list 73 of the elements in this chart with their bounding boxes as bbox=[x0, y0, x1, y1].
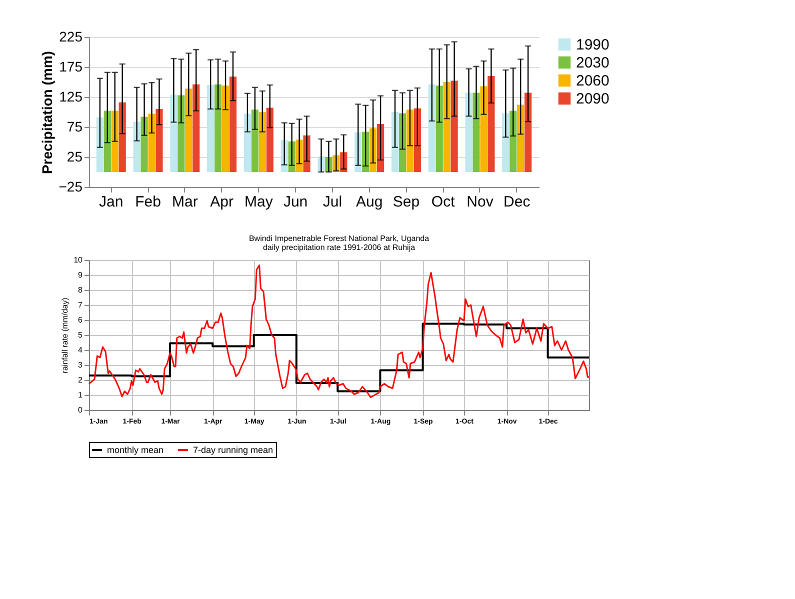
y-tick-label: 175 bbox=[59, 58, 83, 74]
chart-title: Bwindi Impenetrable Forest National Park, Uganda bbox=[248, 234, 430, 243]
bar bbox=[436, 86, 443, 172]
x-tick-label: Jul bbox=[322, 194, 342, 210]
y-tick-label: −25 bbox=[58, 178, 83, 194]
x-tick-label: Jun bbox=[283, 194, 308, 210]
y-tick-label: 9 bbox=[78, 270, 84, 280]
bar bbox=[406, 110, 414, 172]
bar bbox=[140, 116, 148, 172]
x-tick-label: Apr bbox=[210, 194, 234, 210]
y-tick-label: 10 bbox=[74, 256, 84, 264]
chart-subtitle: daily precipitation rate 1991-2006 at Ruhija bbox=[262, 243, 416, 252]
bar bbox=[207, 85, 214, 172]
x-tick-label: Oct bbox=[431, 194, 456, 210]
bar bbox=[118, 102, 126, 172]
legend-label: 2030 bbox=[576, 54, 610, 72]
y-tick-label: 3 bbox=[78, 360, 84, 370]
bar bbox=[229, 76, 237, 172]
legend-label: 1990 bbox=[576, 36, 610, 54]
bar bbox=[178, 95, 185, 172]
bar bbox=[185, 88, 192, 172]
x-tick-label: Jan bbox=[99, 194, 124, 210]
y-tick-label: 225 bbox=[59, 28, 83, 44]
y-axis-title: rainfall rate (mm/day) bbox=[60, 297, 70, 374]
bar bbox=[450, 80, 458, 172]
bar bbox=[524, 92, 532, 172]
y-tick-label: 8 bbox=[78, 286, 84, 294]
bar bbox=[488, 76, 495, 172]
bar bbox=[443, 82, 450, 172]
bar bbox=[266, 108, 274, 172]
bar bbox=[258, 112, 266, 172]
x-tick-label: Nov bbox=[466, 194, 494, 210]
legend-label: 7-day running mean bbox=[193, 445, 274, 455]
y-axis-title: Precipitation (mm) bbox=[38, 51, 55, 174]
bar bbox=[148, 114, 156, 172]
y-tick-label: 125 bbox=[59, 88, 83, 104]
legend-label: 2090 bbox=[576, 90, 610, 108]
x-tick-label: Feb bbox=[135, 194, 161, 210]
bar bbox=[222, 86, 230, 172]
bar bbox=[517, 104, 524, 172]
x-tick-label: Sep bbox=[392, 194, 420, 210]
bar bbox=[465, 92, 472, 172]
legend-label: monthly mean bbox=[107, 445, 164, 455]
x-tick-label: Dec bbox=[504, 194, 531, 210]
bar bbox=[480, 86, 488, 172]
y-tick-label: 2 bbox=[78, 376, 84, 384]
line-series bbox=[88, 264, 590, 398]
bar bbox=[244, 114, 252, 172]
y-tick-label: 75 bbox=[66, 118, 83, 134]
bar bbox=[472, 92, 480, 172]
x-tick-label: Mar bbox=[172, 194, 198, 210]
x-tick-label: May bbox=[244, 194, 274, 210]
bar bbox=[214, 84, 222, 172]
y-tick-label: 5 bbox=[78, 330, 84, 340]
bar bbox=[133, 122, 140, 172]
bar bbox=[170, 94, 178, 172]
bar bbox=[104, 110, 111, 172]
y-tick-label: 0 bbox=[78, 406, 84, 414]
bar bbox=[414, 108, 421, 172]
y-tick-label: 1 bbox=[78, 390, 84, 400]
y-tick-label: 7 bbox=[78, 300, 84, 310]
y-tick-label: 6 bbox=[78, 316, 84, 324]
legend-label: 2060 bbox=[576, 72, 610, 90]
bar bbox=[510, 110, 517, 172]
bar bbox=[156, 109, 163, 172]
bar bbox=[192, 84, 200, 172]
y-tick-label: 4 bbox=[78, 346, 84, 354]
bar bbox=[111, 110, 118, 172]
bar bbox=[428, 84, 436, 172]
bar bbox=[251, 110, 258, 172]
x-tick-label: Aug bbox=[356, 194, 383, 210]
bar bbox=[96, 117, 104, 172]
y-tick-label: 25 bbox=[66, 148, 83, 164]
